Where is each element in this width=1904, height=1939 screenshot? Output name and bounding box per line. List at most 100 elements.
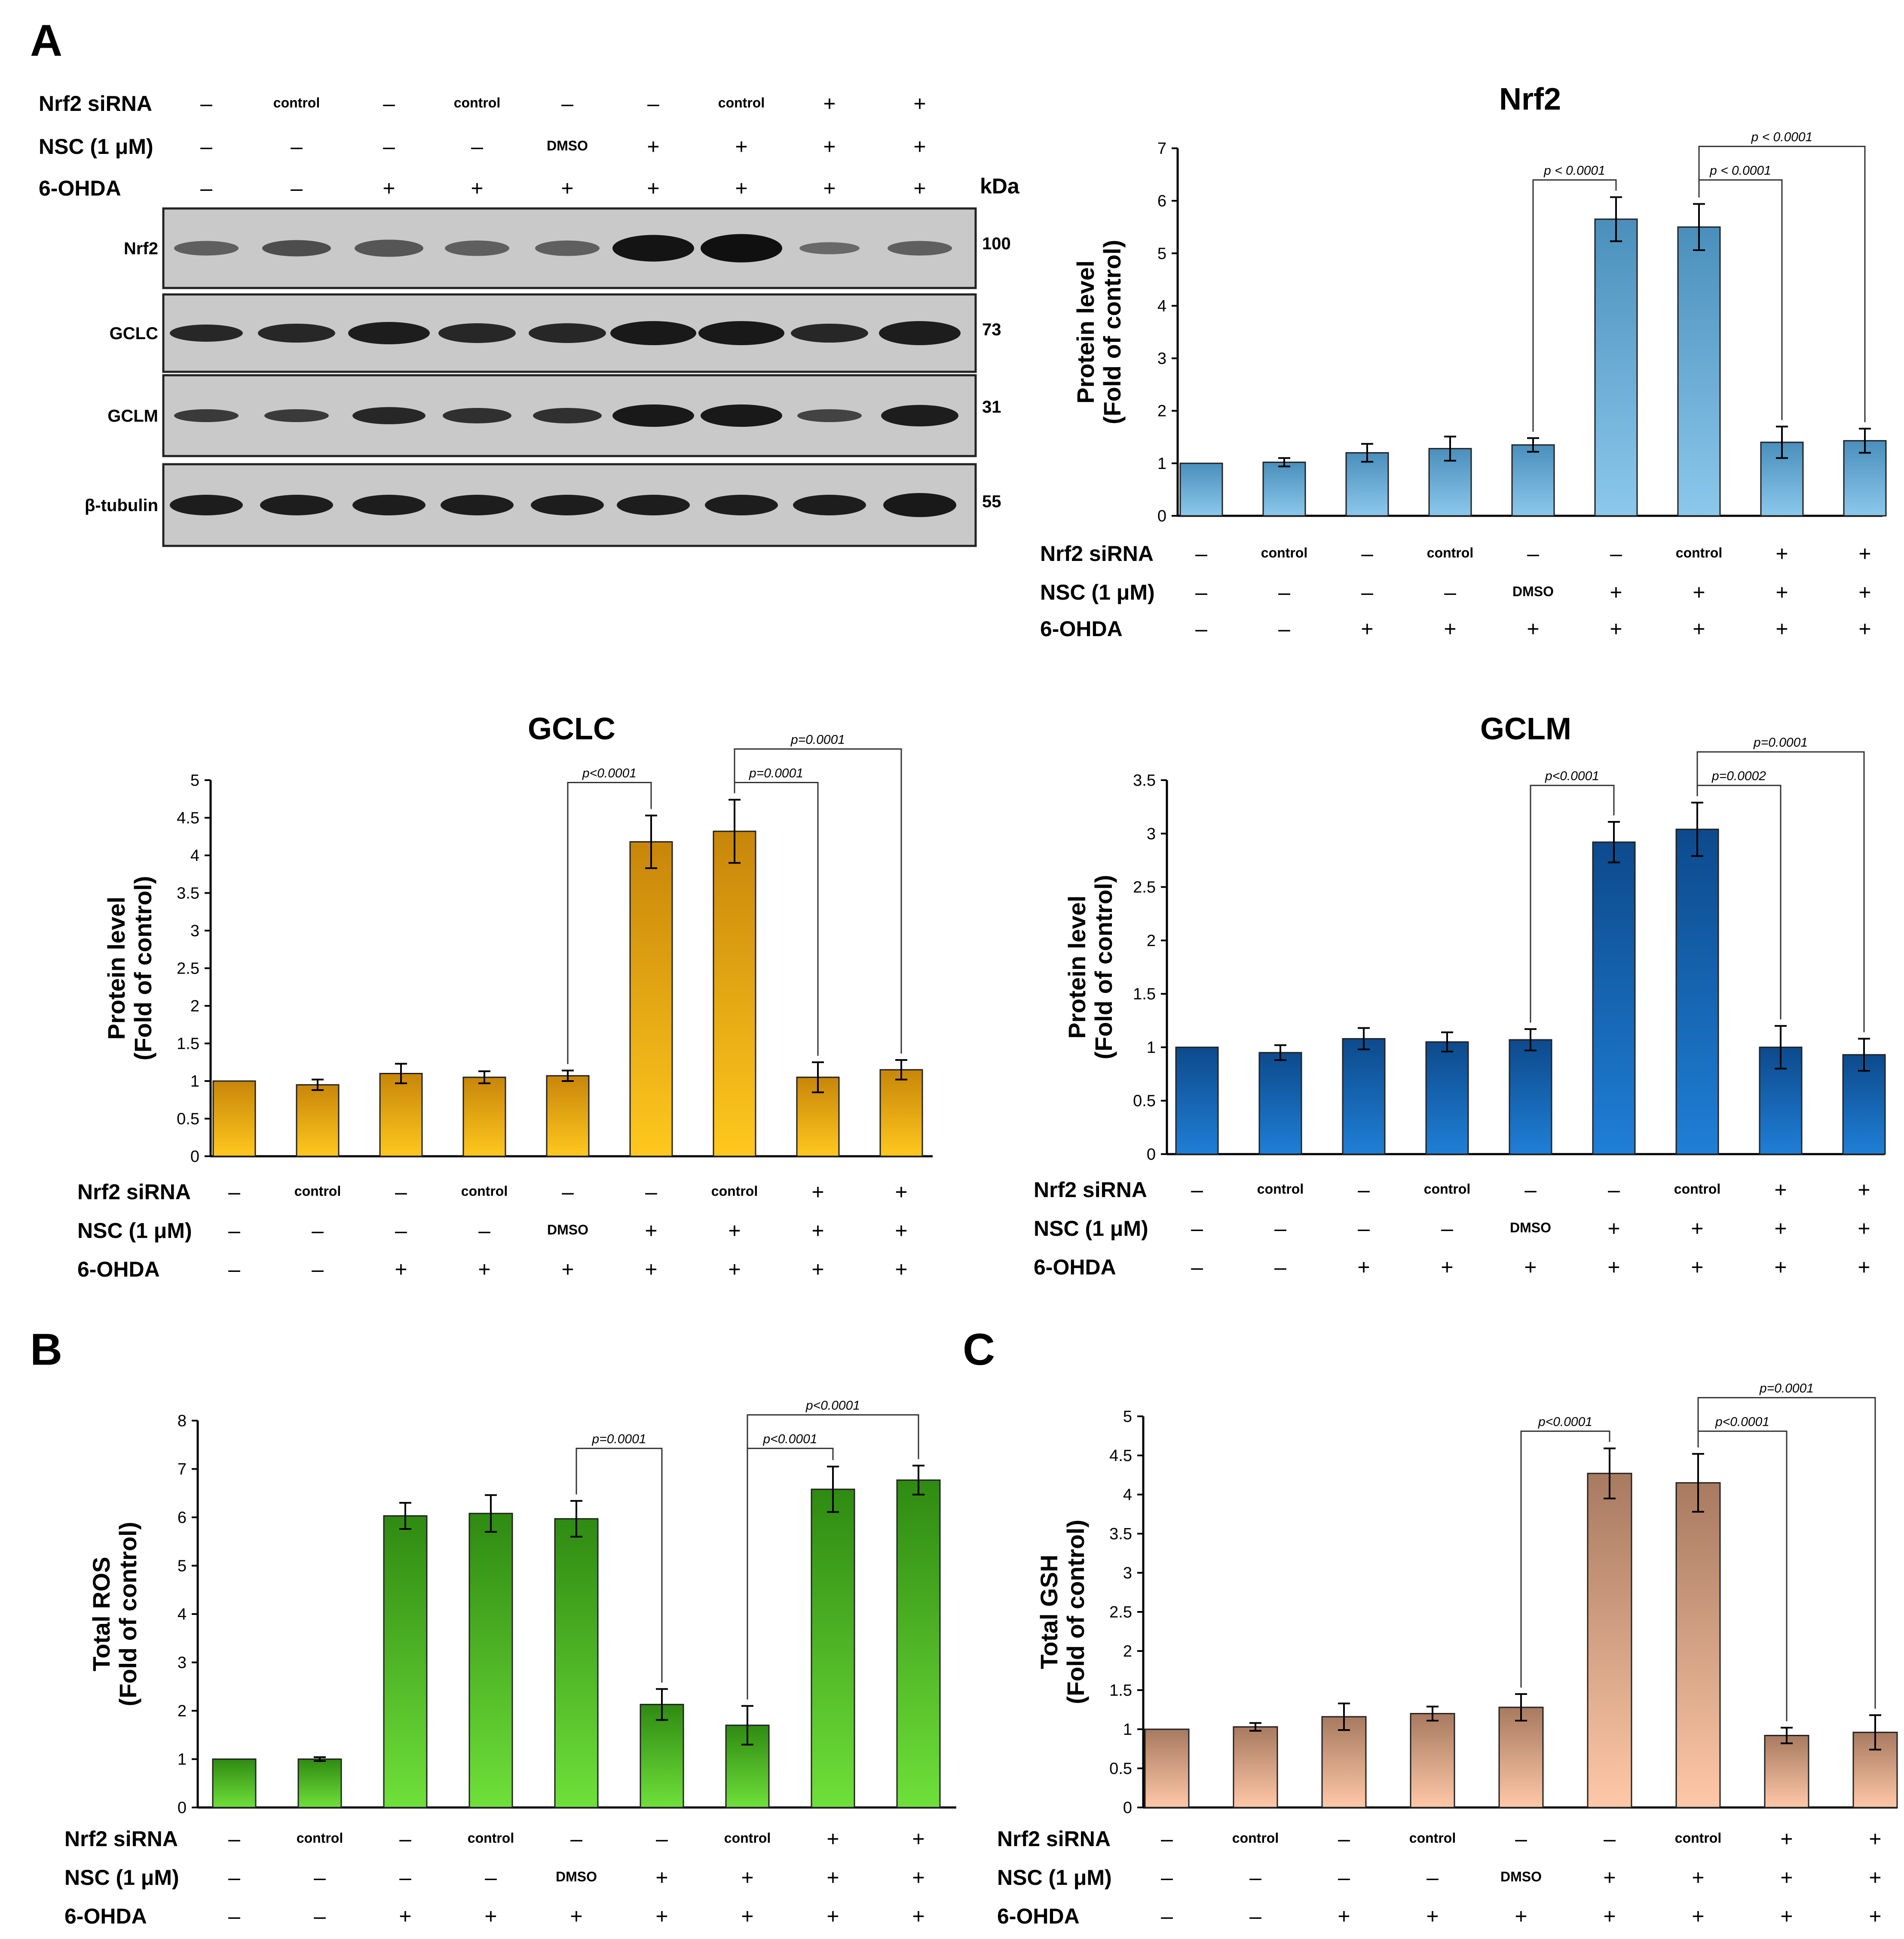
gsh-condition-value: +: [1603, 1865, 1616, 1890]
bar: [1342, 1038, 1386, 1155]
chart-nrf2: Nrf2 0 1 2 3 4 5 6 7 Protein level (Fold of contro…: [1040, 82, 1887, 641]
y-tick-label: 2.5: [1133, 879, 1156, 897]
y-tick-label: 8: [178, 1412, 187, 1430]
gsh-condition-value: +: [1515, 1904, 1527, 1928]
gclm-condition-label: NSC (1 μM): [1034, 1216, 1148, 1241]
blot-band: [791, 324, 868, 343]
bar: [1594, 218, 1638, 517]
gsh-condition-value: control: [1675, 1830, 1721, 1846]
gsh-condition-value: +: [1869, 1827, 1881, 1851]
gsh-condition-value: –: [1161, 1904, 1173, 1928]
western-blot: kDa Nrf2 100 GCLC 73 GCLM 31 β-tubulin 55: [85, 174, 1020, 547]
blot-condition-value: –: [383, 135, 395, 159]
y-axis-label: (Fold of control): [1062, 1519, 1089, 1704]
blot-condition-value: +: [647, 135, 659, 159]
blot-condition-value: –: [200, 92, 212, 116]
y-tick-label: 3.5: [177, 885, 199, 903]
y-tick-label: 2: [1123, 1642, 1132, 1660]
blot-band: [617, 495, 690, 515]
blot-band: [612, 235, 694, 262]
ros-condition-value: +: [655, 1904, 668, 1928]
gclc-condition-value: control: [461, 1183, 508, 1199]
gclm-condition-value: control: [1257, 1181, 1304, 1197]
p-value-label: p<0.0001: [805, 1399, 860, 1413]
y-tick-label: 3: [178, 1654, 187, 1672]
gclm-condition-value: +: [1774, 1178, 1787, 1202]
y-axis-label: Protein level: [1063, 895, 1090, 1038]
panel-letter-b: B: [30, 1325, 62, 1375]
blot-band: [535, 240, 600, 256]
nrf2-condition-label: NSC (1 μM): [1040, 580, 1155, 604]
significance-bracket: [734, 748, 902, 1054]
gclm-condition-value: +: [1607, 1255, 1620, 1279]
y-tick-label: 5: [178, 1557, 187, 1575]
bar: [1144, 1728, 1190, 1808]
y-tick-label: 1: [178, 1751, 187, 1769]
gclc-condition-value: +: [811, 1219, 824, 1243]
gsh-condition-value: –: [1249, 1904, 1261, 1928]
y-tick-label: 2: [190, 997, 199, 1015]
gclc-condition-value: +: [811, 1257, 824, 1281]
blot-condition-value: control: [273, 95, 320, 110]
ros-condition-value: –: [399, 1865, 411, 1890]
bar: [1179, 463, 1223, 517]
y-tick-label: 5: [1157, 245, 1166, 263]
nrf2-condition-value: –: [1195, 617, 1207, 641]
nrf2-condition-value: +: [1610, 580, 1622, 604]
gsh-condition-value: –: [1161, 1827, 1173, 1851]
blot-band: [797, 409, 862, 422]
y-tick-label: 3.5: [1133, 772, 1156, 790]
blot-condition-value: DMSO: [547, 138, 588, 153]
chart-gclc: GCLC 0 0.5 1 1.5 2 2.5 3 3.5 4 4.5 5 Protein level (F…: [77, 712, 933, 1281]
ros-condition-value: –: [399, 1827, 411, 1851]
blot-band: [174, 241, 239, 256]
blot-condition-value: +: [823, 176, 836, 200]
p-value-label: p<0.0001: [1715, 1415, 1769, 1429]
gclc-condition-value: +: [561, 1257, 574, 1281]
significance-bracket: [575, 1448, 663, 1683]
p-value-label: p < 0.0001: [1751, 130, 1813, 144]
gclc-condition-value: –: [645, 1180, 657, 1204]
blot-condition-value: +: [735, 135, 747, 159]
gsh-condition-label: Nrf2 siRNA: [997, 1827, 1111, 1851]
bar: [1587, 1473, 1632, 1808]
gsh-condition-label: 6-OHDA: [997, 1904, 1080, 1928]
gclc-condition-value: –: [228, 1219, 240, 1243]
gclm-condition-value: –: [1524, 1178, 1537, 1202]
y-tick-label: 3: [1123, 1564, 1132, 1582]
nrf2-condition-value: +: [1775, 580, 1788, 604]
y-tick-label: 0: [190, 1148, 199, 1166]
gclc-condition-label: 6-OHDA: [77, 1257, 160, 1281]
gclc-condition-value: –: [395, 1219, 407, 1243]
y-tick-label: 1: [1123, 1721, 1132, 1739]
y-tick-label: 3.5: [1109, 1525, 1132, 1543]
ros-condition-value: +: [912, 1827, 924, 1851]
gclc-condition-value: +: [895, 1219, 907, 1243]
gclm-condition-value: control: [1424, 1181, 1470, 1197]
y-tick-label: 0.5: [1133, 1092, 1156, 1110]
blot-band: [260, 495, 333, 515]
nrf2-condition-value: –: [1610, 542, 1622, 566]
gclc-condition-value: –: [395, 1180, 407, 1204]
ros-condition-value: +: [741, 1904, 753, 1928]
gclc-condition-value: +: [895, 1180, 907, 1204]
gclc-condition-label: Nrf2 siRNA: [77, 1180, 191, 1204]
gclm-condition-value: control: [1674, 1181, 1720, 1197]
blot-band: [264, 409, 329, 422]
gclm-condition-value: +: [1691, 1216, 1703, 1241]
y-tick-label: 1.5: [1133, 985, 1156, 1003]
y-axis-label: Protein level: [1072, 260, 1099, 404]
ros-condition-value: +: [570, 1904, 582, 1928]
p-value-label: p=0.0001: [1759, 1381, 1814, 1396]
nrf2-condition-value: –: [1361, 542, 1373, 566]
gclc-condition-value: control: [294, 1183, 341, 1199]
nrf2-condition-value: +: [1444, 617, 1456, 641]
bar: [1675, 828, 1719, 1155]
blot-condition-value: –: [561, 92, 573, 116]
y-tick-label: 3: [1147, 825, 1156, 843]
gclc-condition-value: +: [895, 1257, 907, 1281]
bar: [896, 1479, 941, 1808]
ros-condition-value: +: [826, 1904, 839, 1928]
blot-kda-label: kDa: [980, 174, 1020, 198]
gsh-condition-value: +: [1692, 1865, 1704, 1890]
